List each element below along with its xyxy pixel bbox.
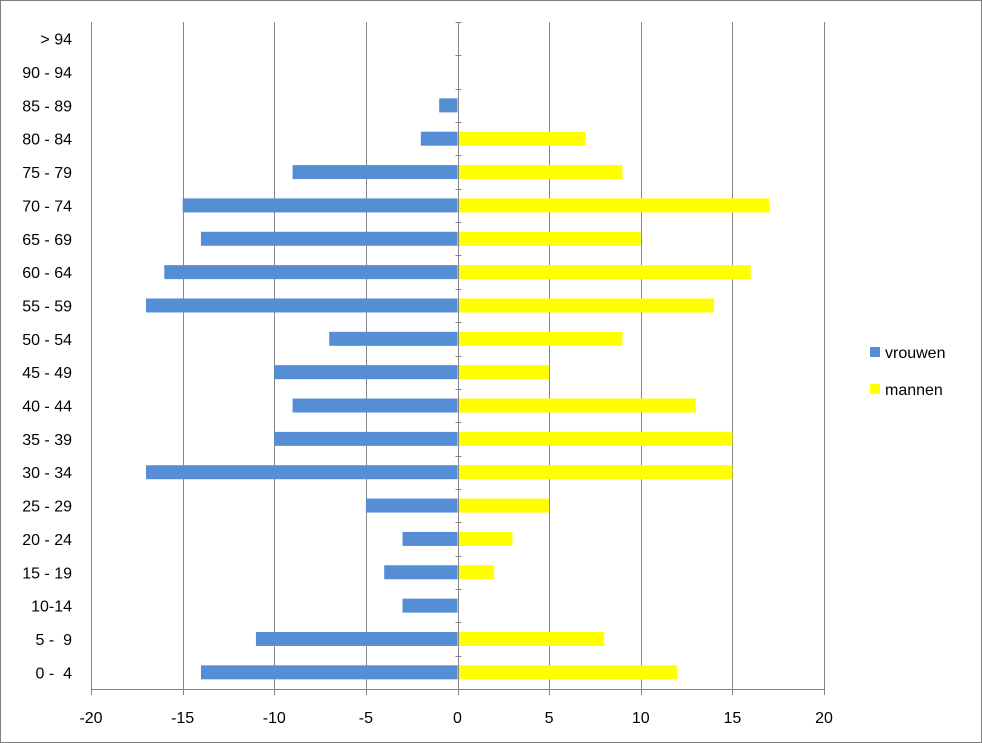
bar-vrouwen [164, 265, 458, 280]
bar-vrouwen [402, 598, 458, 613]
legend-label-vrouwen: vrouwen [885, 345, 945, 362]
bar-mannen [457, 398, 696, 413]
category-label: 25 - 29 [22, 499, 72, 516]
bar-vrouwen [274, 431, 458, 446]
x-tick-label: 15 [723, 710, 741, 727]
bar-mannen [457, 298, 715, 313]
category-label: 50 - 54 [22, 332, 72, 349]
category-label: 0 - 4 [36, 665, 73, 682]
category-label: 40 - 44 [22, 399, 72, 416]
bar-mannen [457, 131, 586, 146]
bar-mannen [457, 631, 605, 646]
category-label: 80 - 84 [22, 132, 72, 149]
bar-mannen [457, 431, 733, 446]
bar-vrouwen [292, 165, 458, 180]
bar-mannen [457, 465, 733, 480]
bar-mannen [457, 498, 550, 513]
legend-swatch-vrouwen [870, 347, 880, 357]
bar-mannen [457, 265, 751, 280]
category-label: 30 - 34 [22, 465, 72, 482]
category-label: 60 - 64 [22, 265, 72, 282]
x-tick-label: 0 [453, 710, 462, 727]
category-label: 90 - 94 [22, 65, 72, 82]
x-tick-label: -15 [171, 710, 194, 727]
bar-vrouwen [402, 531, 458, 546]
bar-vrouwen [200, 665, 458, 680]
bar-vrouwen [439, 98, 458, 113]
category-label: 70 - 74 [22, 198, 72, 215]
category-label: 15 - 19 [22, 565, 72, 582]
bar-vrouwen [384, 565, 458, 580]
x-tick-label: -5 [359, 710, 373, 727]
bar-vrouwen [329, 331, 458, 346]
category-label: 55 - 59 [22, 298, 72, 315]
bar-vrouwen [200, 231, 458, 246]
x-tick-label: -20 [79, 710, 102, 727]
bar-mannen [457, 231, 641, 246]
bar-vrouwen [292, 398, 458, 413]
bar-mannen [457, 165, 623, 180]
category-label: 75 - 79 [22, 165, 72, 182]
bar-mannen [457, 331, 623, 346]
bar-vrouwen [255, 631, 458, 646]
x-tick-label: 5 [545, 710, 554, 727]
legend-label-mannen: mannen [885, 382, 943, 399]
bar-mannen [457, 665, 678, 680]
category-label: 35 - 39 [22, 432, 72, 449]
x-tick-label: 10 [632, 710, 650, 727]
x-tick-label: 20 [815, 710, 833, 727]
x-tick-label: -10 [263, 710, 286, 727]
category-label: 85 - 89 [22, 98, 72, 115]
axis-labels: -20 -15 -10 -5 0 5 10 15 20 0 - 4 5 - 9 10-14 15 - 1… [22, 32, 833, 727]
bar-mannen [457, 198, 770, 213]
category-label: 45 - 49 [22, 365, 72, 382]
category-label: 5 - 9 [36, 632, 73, 649]
bar-vrouwen [145, 298, 458, 313]
bar-vrouwen [145, 465, 458, 480]
bar-mannen [457, 365, 550, 380]
axes [91, 22, 825, 695]
bar-vrouwen [365, 498, 458, 513]
category-label: 20 - 24 [22, 532, 72, 549]
legend: vrouwen mannen [870, 345, 945, 399]
category-label: 10-14 [31, 599, 72, 616]
category-label: 65 - 69 [22, 232, 72, 249]
bars [145, 98, 770, 680]
bar-vrouwen [182, 198, 458, 213]
category-label: > 94 [40, 32, 72, 49]
bar-vrouwen [274, 365, 458, 380]
bar-mannen [457, 565, 495, 580]
legend-swatch-mannen [870, 384, 880, 394]
bar-mannen [457, 531, 513, 546]
bar-vrouwen [420, 131, 458, 146]
